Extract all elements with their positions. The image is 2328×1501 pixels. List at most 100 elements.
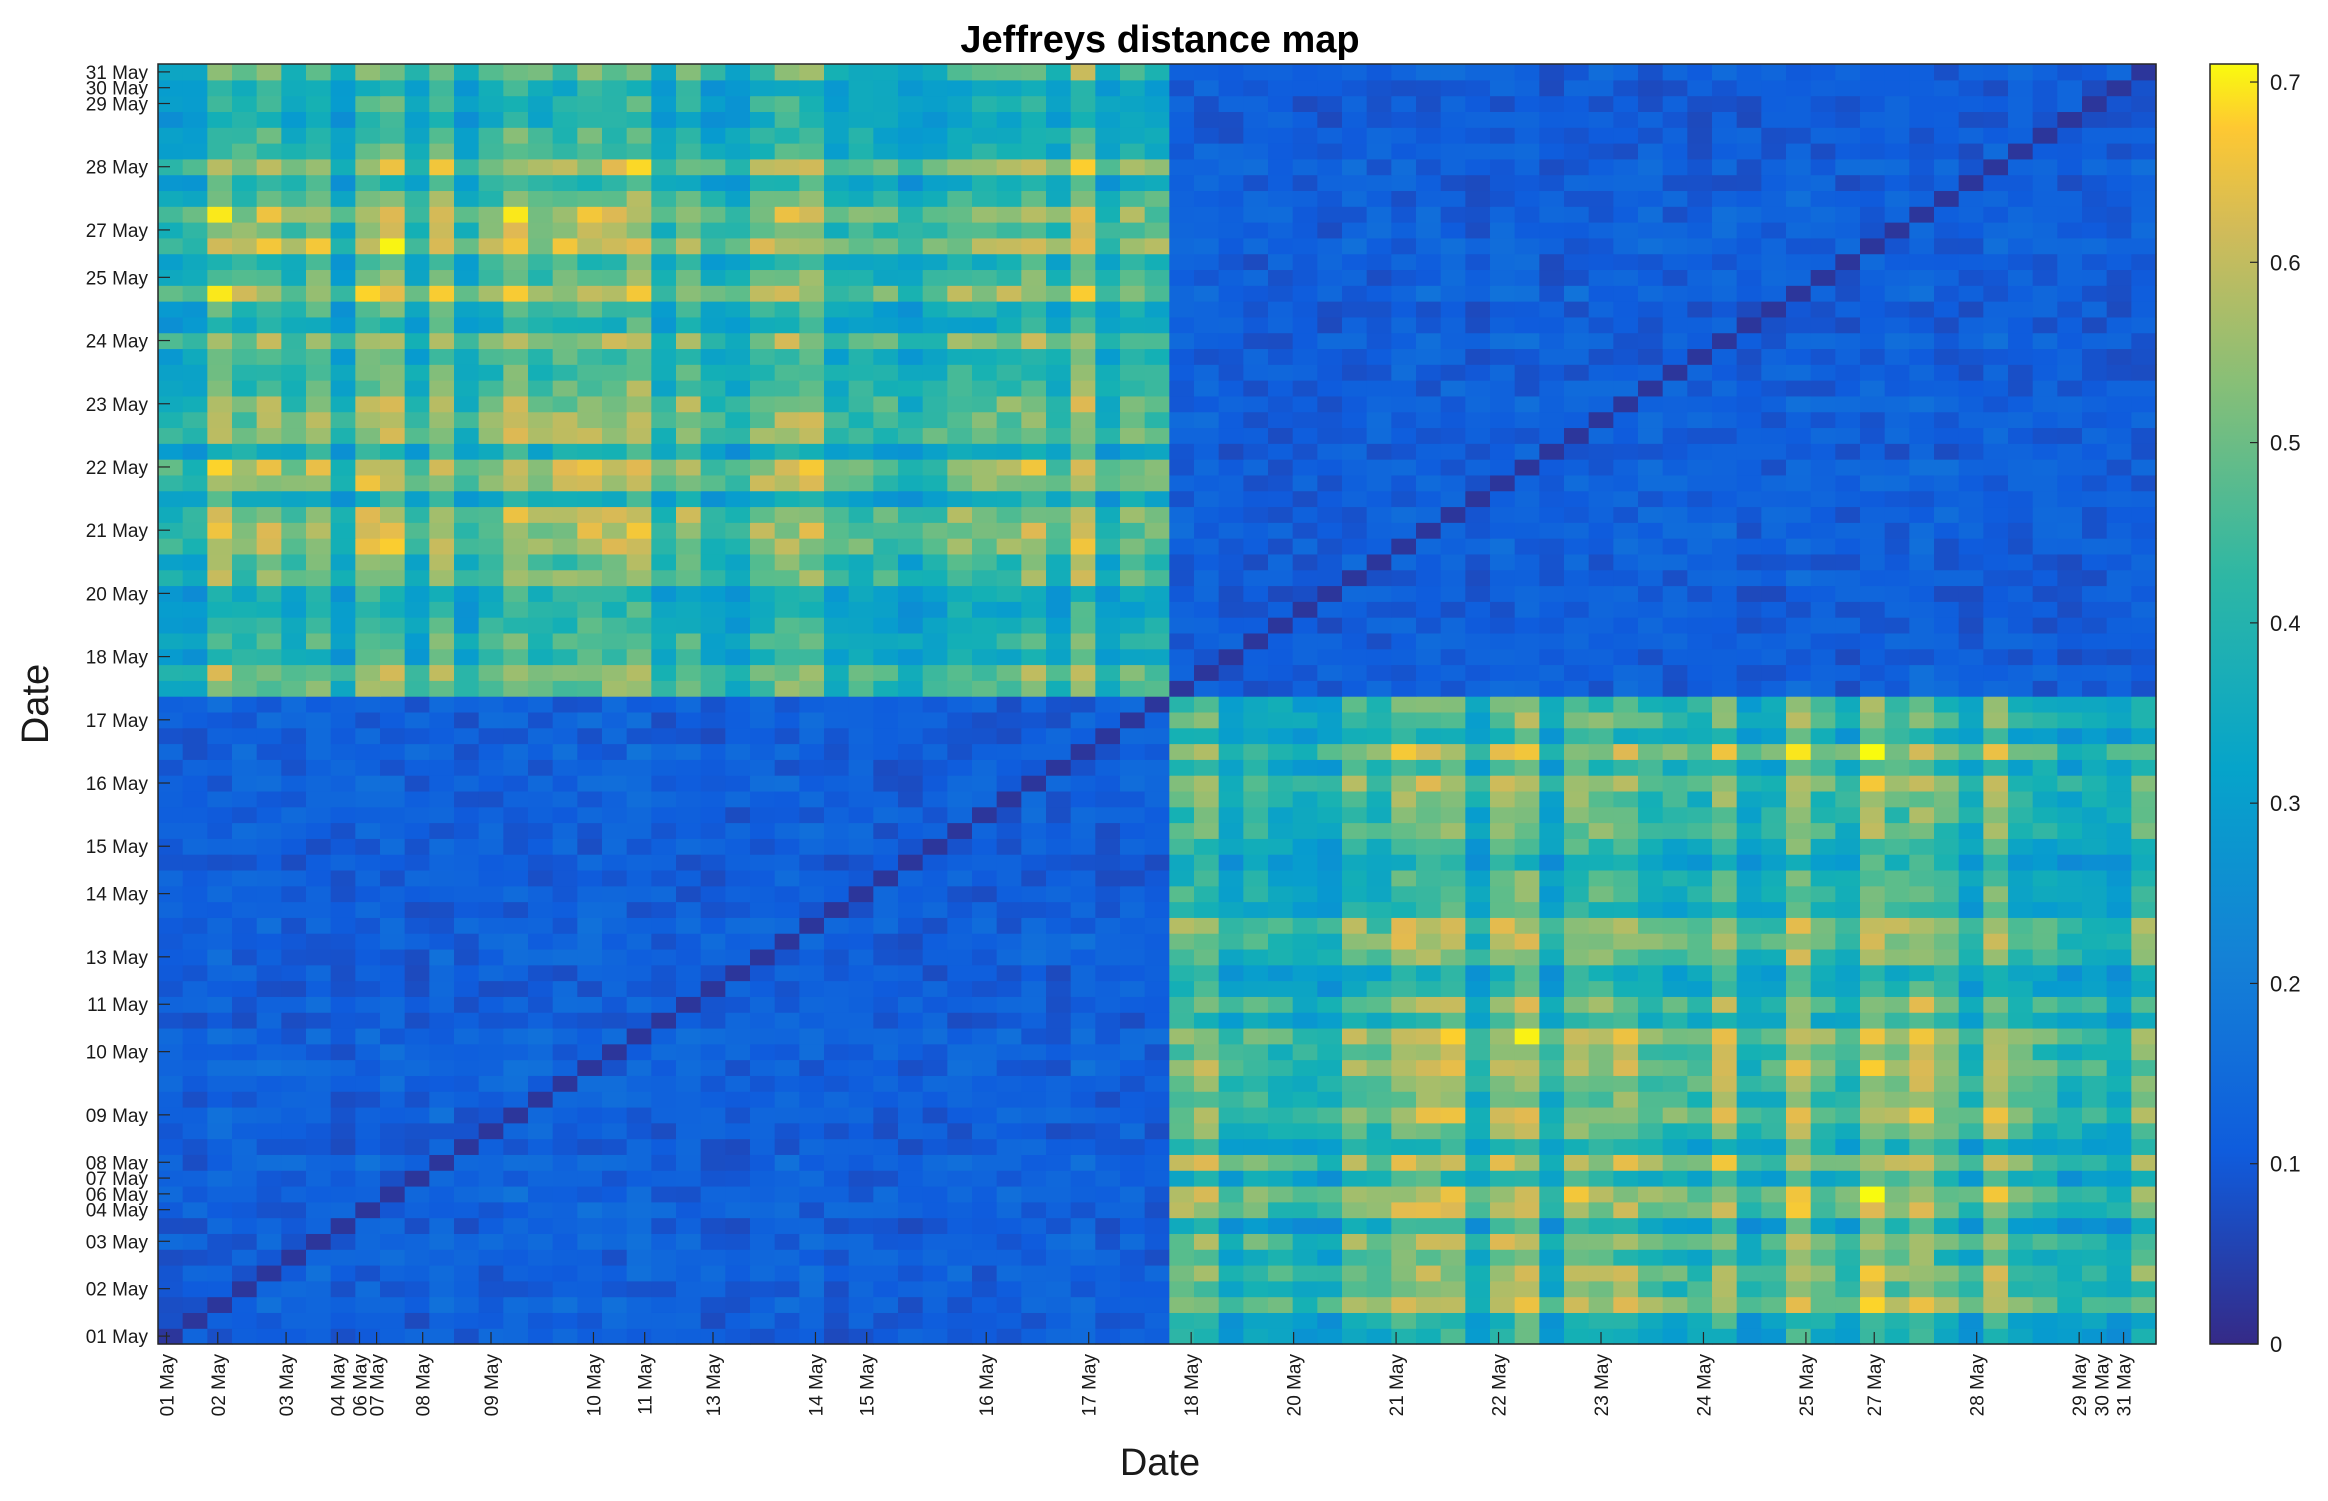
heatmap-cell	[503, 1106, 529, 1124]
heatmap-cell	[602, 1185, 628, 1203]
heatmap-cell	[626, 459, 652, 476]
heatmap-cell	[1095, 680, 1121, 697]
heatmap-cell	[207, 1059, 233, 1076]
heatmap-cell	[1638, 427, 1664, 444]
heatmap-cell	[2082, 427, 2108, 444]
heatmap-cell	[1934, 759, 1960, 776]
heatmap-cell	[1712, 443, 1738, 460]
heatmap-cell	[2106, 1043, 2132, 1061]
heatmap-cell	[1564, 1027, 1590, 1045]
heatmap-cell	[898, 790, 924, 808]
heatmap-cell	[528, 1122, 554, 1140]
heatmap-cell	[1687, 538, 1713, 555]
heatmap-cell	[2032, 1122, 2058, 1140]
heatmap-cell	[1638, 585, 1664, 602]
heatmap-cell	[2131, 996, 2157, 1013]
heatmap-cell	[2131, 490, 2157, 508]
heatmap-cell	[1564, 459, 1590, 476]
heatmap-cell	[676, 1233, 702, 1250]
heatmap-cell	[1342, 759, 1368, 776]
heatmap-cell	[1613, 1170, 1639, 1187]
heatmap-cell	[256, 980, 282, 997]
heatmap-cell	[922, 948, 948, 966]
heatmap-cell	[330, 1170, 356, 1187]
heatmap-cell	[676, 411, 702, 429]
heatmap-cell	[1021, 380, 1047, 397]
heatmap-cell	[1292, 632, 1318, 650]
heatmap-cell	[774, 459, 800, 476]
heatmap-cell	[256, 869, 282, 887]
heatmap-cell	[1194, 474, 1220, 492]
heatmap-cell	[1761, 1296, 1787, 1313]
heatmap-cell	[848, 964, 874, 982]
heatmap-cell	[528, 380, 554, 397]
heatmap-cell	[2008, 585, 2034, 602]
heatmap-cell	[676, 759, 702, 776]
heatmap-cell	[1490, 933, 1516, 950]
heatmap-cell	[1514, 727, 1540, 745]
heatmap-cell	[1144, 664, 1170, 681]
heatmap-cell	[972, 806, 998, 824]
heatmap-cell	[2131, 806, 2157, 824]
heatmap-cell	[1342, 648, 1368, 666]
heatmap-cell	[306, 1154, 332, 1171]
heatmap-cell	[577, 380, 603, 397]
heatmap-cell	[158, 1296, 184, 1313]
heatmap-cell	[947, 1091, 973, 1108]
heatmap-cell	[1194, 1106, 1220, 1124]
heatmap-cell	[2032, 711, 2058, 729]
heatmap-cell	[1835, 617, 1861, 634]
heatmap-cell	[1934, 1201, 1960, 1219]
heatmap-cell	[1465, 443, 1491, 460]
heatmap-cell	[1514, 664, 1540, 681]
heatmap-cell	[2082, 1264, 2108, 1282]
heatmap-cell	[1046, 759, 1072, 776]
heatmap-cell	[1366, 1312, 1392, 1329]
heatmap-cell	[922, 1280, 948, 1298]
heatmap-cell	[1564, 1185, 1590, 1203]
heatmap-cell	[1490, 1233, 1516, 1250]
heatmap-cell	[1514, 632, 1540, 650]
heatmap-cell	[848, 1122, 874, 1140]
heatmap-cell	[1638, 885, 1664, 903]
heatmap-cell	[1712, 980, 1738, 997]
heatmap-cell	[1638, 996, 1664, 1013]
heatmap-cell	[552, 569, 578, 587]
heatmap-cell	[2032, 1012, 2058, 1029]
heatmap-cell	[1292, 395, 1318, 413]
heatmap-cell	[182, 395, 208, 413]
heatmap-cell	[725, 664, 751, 681]
heatmap-cell	[750, 838, 776, 855]
heatmap-cell	[898, 806, 924, 824]
heatmap-cell	[1761, 775, 1787, 792]
heatmap-cell	[281, 964, 307, 982]
heatmap-cell	[528, 664, 554, 681]
heatmap-cell	[898, 869, 924, 887]
heatmap-cell	[602, 948, 628, 966]
heatmap-cell	[972, 1075, 998, 1092]
heatmap-cell	[1909, 885, 1935, 903]
heatmap-cell	[2057, 1091, 2083, 1108]
heatmap-cell	[1958, 1059, 1984, 1076]
heatmap-cell	[1194, 1091, 1220, 1108]
heatmap-cell	[1712, 933, 1738, 950]
heatmap-cell	[750, 1027, 776, 1045]
heatmap-cell	[1638, 806, 1664, 824]
heatmap-cell	[1810, 411, 1836, 429]
heatmap-cell	[848, 901, 874, 918]
heatmap-cell	[1465, 1249, 1491, 1266]
heatmap-cell	[2082, 569, 2108, 587]
heatmap-cell	[1662, 632, 1688, 650]
heatmap-cell	[1514, 1328, 1540, 1345]
heatmap-cell	[454, 869, 480, 887]
heatmap-cell	[947, 506, 973, 523]
heatmap-cell	[1613, 759, 1639, 776]
heatmap-cell	[1490, 822, 1516, 839]
heatmap-cell	[503, 459, 529, 476]
heatmap-cell	[2082, 901, 2108, 918]
heatmap-cell	[478, 1043, 504, 1061]
heatmap-cell	[996, 1312, 1022, 1329]
heatmap-cell	[676, 538, 702, 555]
heatmap-cell	[1514, 854, 1540, 871]
heatmap-cell	[182, 964, 208, 982]
